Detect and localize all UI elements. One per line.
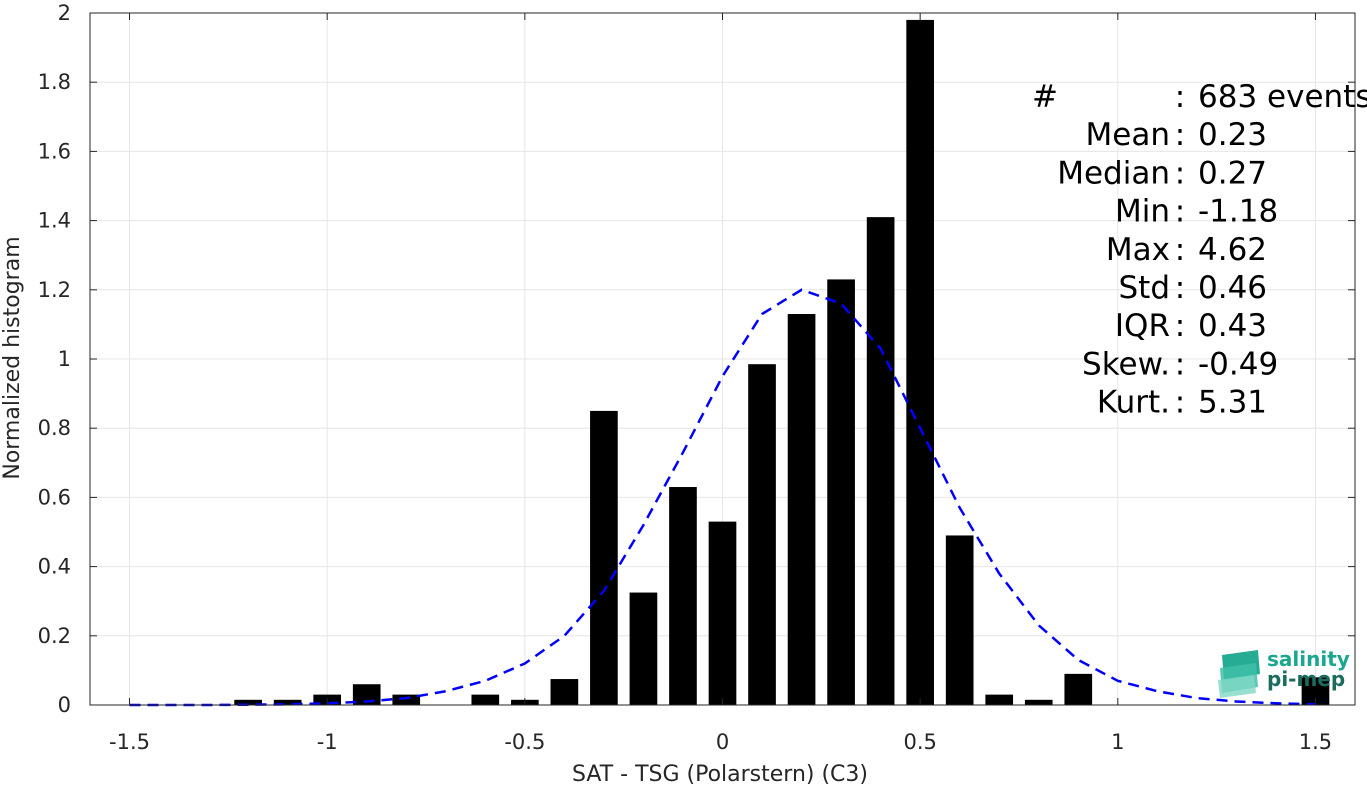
stat-value: 5.31 — [1198, 385, 1267, 421]
histogram-bar — [273, 699, 302, 705]
logo-line1: salinity — [1267, 647, 1350, 671]
stat-separator: : — [1175, 232, 1185, 268]
salinity-pi-mep-logo: salinity pi-mep — [1218, 647, 1350, 698]
histogram-bar — [708, 521, 737, 705]
x-tick-label: 1.5 — [1299, 730, 1332, 754]
histogram-bar — [827, 279, 855, 705]
stat-label: Max — [1106, 232, 1170, 268]
stat-separator: : — [1175, 79, 1185, 115]
logo-line2: pi-mep — [1267, 667, 1345, 691]
stat-label: Kurt. — [1097, 385, 1170, 421]
logo-waves-icon — [1218, 650, 1260, 698]
histogram-bar — [234, 699, 262, 705]
histogram-bar — [866, 217, 895, 705]
stat-label: Min — [1115, 194, 1170, 230]
stat-value: 0.46 — [1198, 270, 1267, 306]
y-tick-label: 2 — [58, 1, 71, 25]
stat-label: IQR — [1115, 308, 1170, 344]
y-tick-label: 1.4 — [38, 209, 71, 233]
stat-value: -0.49 — [1198, 346, 1278, 382]
y-tick-label: 1.8 — [38, 70, 71, 94]
histogram-bar — [787, 314, 816, 705]
stat-separator: : — [1175, 308, 1185, 344]
y-tick-label: 1.2 — [38, 278, 71, 302]
stat-separator: : — [1175, 346, 1185, 382]
stat-value: 683 events — [1198, 79, 1367, 115]
gaussian-fit-line — [129, 288, 1316, 707]
histogram-bar — [392, 694, 421, 705]
stat-separator: : — [1175, 194, 1185, 230]
y-tick-label: 0 — [58, 693, 71, 717]
fit-curve — [129, 288, 1316, 707]
stat-label: Mean — [1086, 117, 1170, 153]
histogram-bar — [945, 535, 974, 705]
histogram-bar — [550, 679, 579, 705]
stat-label: # — [1032, 79, 1058, 115]
stat-separator: : — [1175, 155, 1185, 191]
y-tick-label: 0.2 — [38, 624, 71, 648]
y-tick-label: 0.8 — [38, 416, 71, 440]
x-axis-title: SAT - TSG (Polarstern) (C3) — [572, 762, 868, 785]
y-tick-label: 0.6 — [38, 485, 71, 509]
x-tick-label: -0.5 — [504, 730, 545, 754]
histogram-bars — [234, 19, 1330, 706]
stat-value: 0.27 — [1198, 155, 1267, 191]
x-tick-label: 1 — [1111, 730, 1124, 754]
histogram-bar — [629, 592, 658, 705]
histogram-bar — [748, 364, 776, 705]
stat-value: 0.43 — [1198, 308, 1267, 344]
x-tick-label: 0 — [716, 730, 729, 754]
stat-label: Skew. — [1082, 346, 1170, 382]
x-tick-label: -1.5 — [109, 730, 150, 754]
axes-frame — [89, 12, 1356, 706]
y-tick-labels: 0 0.2 0.4 0.6 0.8 1 1.2 1.4 1.6 1.8 2 — [38, 1, 71, 717]
histogram-bar — [1064, 673, 1093, 705]
histogram-bar — [669, 487, 697, 705]
stat-separator: : — [1175, 117, 1185, 153]
stat-separator: : — [1175, 385, 1185, 421]
histogram-bar — [906, 19, 934, 706]
y-tick-label: 0.4 — [38, 555, 71, 579]
histogram-bar — [985, 694, 1014, 705]
stat-label: Std — [1118, 270, 1170, 306]
histogram-bar — [1024, 699, 1053, 705]
stat-value: 0.23 — [1198, 117, 1267, 153]
stat-value: -1.18 — [1198, 194, 1278, 230]
y-axis-title: Normalized histogram — [0, 236, 25, 479]
stat-separator: : — [1175, 270, 1185, 306]
x-tick-label: -1 — [317, 730, 338, 754]
stat-label: Median — [1057, 155, 1170, 191]
stat-value: 4.62 — [1198, 232, 1267, 268]
histogram-bar — [590, 410, 618, 705]
histogram-bar — [471, 694, 500, 705]
x-tick-label: 0.5 — [903, 730, 936, 754]
y-tick-label: 1 — [58, 347, 71, 371]
y-tick-label: 1.6 — [38, 139, 71, 163]
x-tick-labels: -1.5 -1 -0.5 0 0.5 1 1.5 — [109, 730, 1332, 754]
